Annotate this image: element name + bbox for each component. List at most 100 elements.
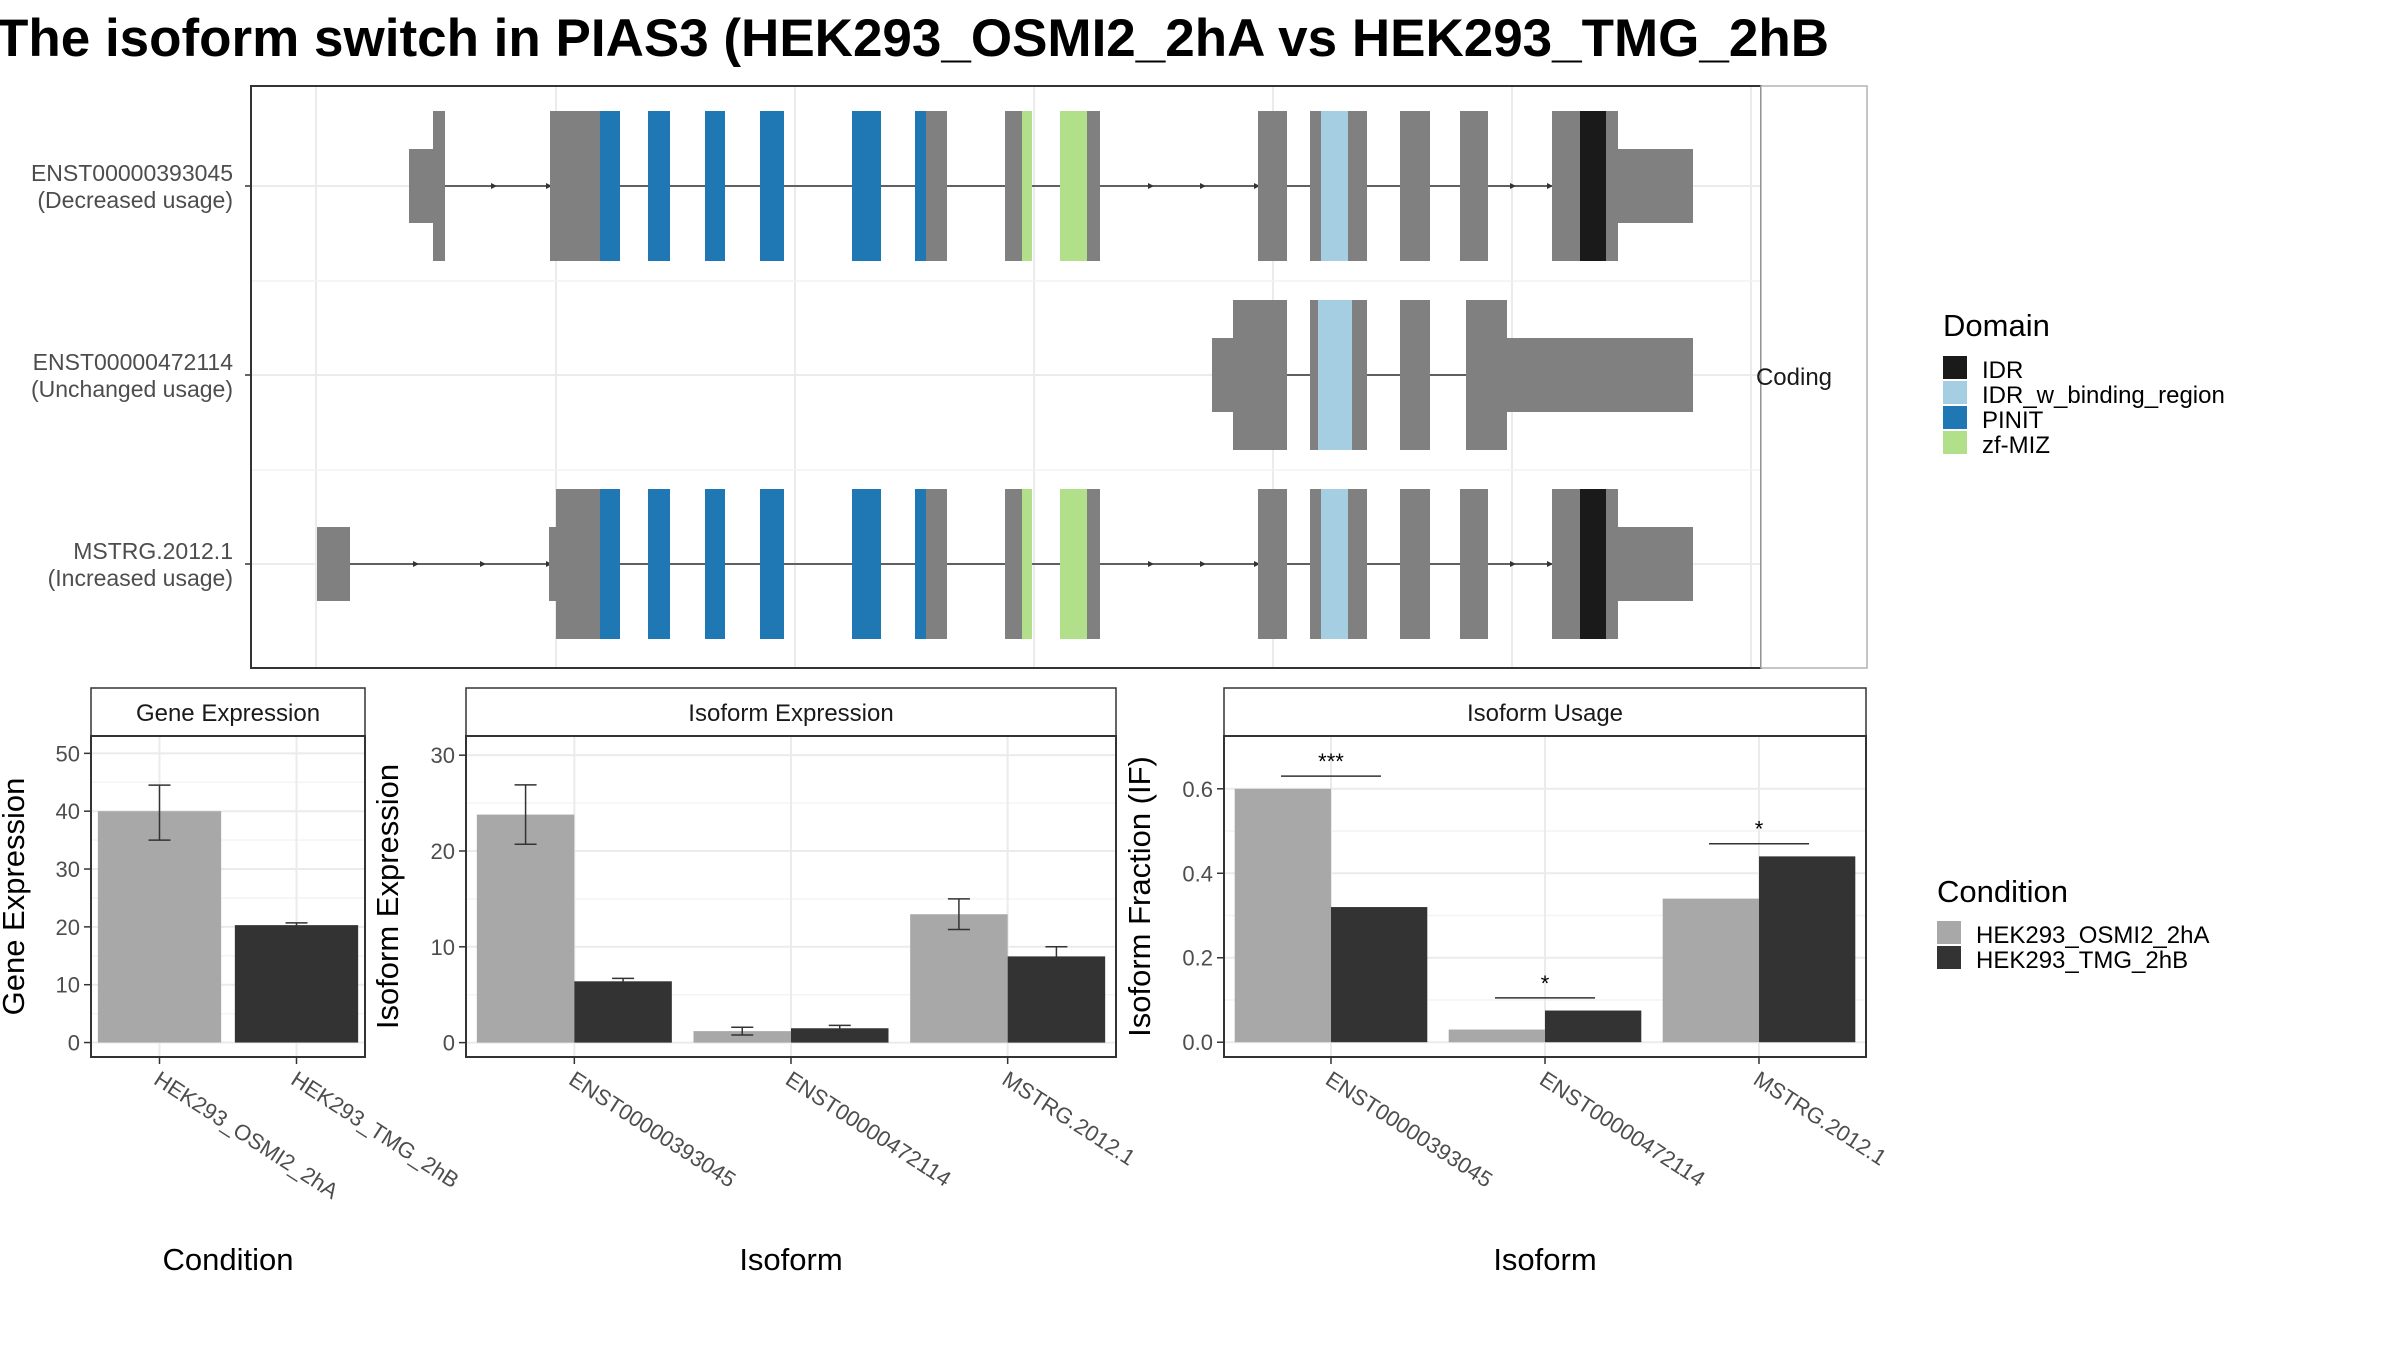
legend-swatch-idr-binding: [1943, 381, 1967, 404]
intron-direction-arrow: [1547, 183, 1553, 189]
transcript-row-label-3-usage: (Increased usage): [48, 565, 233, 591]
gene-expression-y-tick-label: 50: [56, 741, 80, 766]
idr-domain: [1580, 111, 1606, 261]
utr-exon: [1212, 338, 1233, 412]
idr-binding-region-domain: [1318, 300, 1352, 450]
intron-direction-arrow: [1254, 183, 1260, 189]
isoform-usage-significance-label: *: [1755, 817, 1764, 842]
intron-direction-arrow: [1148, 561, 1154, 567]
gene-expression-y-tick-label: 20: [56, 915, 80, 940]
pinit-domain: [705, 111, 725, 261]
isoform-expression-strip: [465, 687, 1117, 737]
intron-direction-arrow: [1510, 561, 1516, 567]
exon: [1233, 300, 1287, 450]
exon: [1400, 300, 1430, 450]
intron-direction-arrow: [1510, 183, 1516, 189]
isoform-expression-y-tick-label: 20: [431, 839, 455, 864]
transcript-row-label-2-id: ENST00000472114: [33, 349, 234, 375]
isoform-usage-significance-label: *: [1541, 971, 1550, 996]
gene-expression-y-tick-label: 40: [56, 799, 80, 824]
isoform-usage-bar-0-0: [1234, 788, 1331, 1043]
intron-direction-arrow: [1547, 561, 1553, 567]
isoform-usage-y-tick-label: 0.0: [1182, 1030, 1213, 1055]
coding-strip-label: Coding: [1756, 364, 1832, 391]
transcript-structure-panel: [245, 85, 1868, 669]
isoform-expression-bar-1-0: [574, 981, 672, 1043]
isoform-expression-x-axis-title: Isoform: [739, 1242, 842, 1277]
exon: [433, 111, 445, 261]
pinit-domain: [600, 111, 620, 261]
isoform-usage-x-tick-label: ENST00000472114: [1535, 1066, 1709, 1191]
legend-label-zf-miz: zf-MIZ: [1982, 432, 2050, 459]
isoform-expression-panel: Isoform Expression 0 10 20 30 ENST00000393045…: [370, 687, 1140, 1277]
utr-exon: [1618, 149, 1693, 223]
isoform-expression-bar-1-1: [791, 1028, 889, 1043]
isoform-usage-strip: [1223, 687, 1867, 737]
isoform-expression-x-tick-label: ENST00000472114: [781, 1066, 955, 1191]
isoform-usage-y-tick-label: 0.6: [1182, 777, 1213, 802]
pinit-domain: [915, 111, 926, 261]
legend-label-osmi2: HEK293_OSMI2_2hA: [1976, 922, 2209, 949]
pinit-domain: [915, 489, 926, 639]
utr-exon: [409, 149, 433, 223]
exon: [1005, 111, 1022, 261]
gene-expression-y-tick-label: 30: [56, 857, 80, 882]
zf-miz-domain: [1022, 489, 1032, 639]
isoform-usage-bar-1-0: [1331, 907, 1428, 1043]
gene-expression-x-axis-title: Condition: [163, 1242, 294, 1277]
pinit-domain: [600, 489, 620, 639]
isoform-expression-y-tick-label: 0: [443, 1031, 455, 1056]
exon: [1258, 111, 1287, 261]
pinit-domain: [705, 489, 725, 639]
intron-direction-arrow: [1254, 561, 1260, 567]
idr-binding-region-domain: [1321, 489, 1348, 639]
utr-exon: [317, 527, 350, 601]
idr-binding-region-domain: [1321, 111, 1348, 261]
isoform-usage-x-tick-label: ENST00000393045: [1321, 1066, 1497, 1192]
gene-expression-strip-title: Gene Expression: [136, 700, 320, 727]
isoform-usage-x-tick-label: MSTRG.2012.1: [1749, 1066, 1891, 1170]
domain-legend: Domain IDR IDR_w_binding_region PINIT zf…: [1943, 308, 2225, 459]
exon: [1258, 489, 1287, 639]
gene-expression-y-tick-label: 0: [68, 1031, 80, 1056]
isoform-expression-bar-0-2: [910, 914, 1008, 1043]
isoform-usage-bar-0-2: [1662, 898, 1759, 1043]
isoform-expression-bar-0-0: [476, 814, 575, 1043]
pinit-domain: [648, 489, 670, 639]
legend-swatch-tmg: [1937, 946, 1961, 969]
exon: [1005, 489, 1022, 639]
gene-expression-bar-0-0: [97, 811, 222, 1043]
isoform-usage-bar-0-1: [1448, 1029, 1545, 1043]
intron-direction-arrow: [413, 561, 419, 567]
isoform-expression-x-tick-label: MSTRG.2012.1: [998, 1066, 1140, 1170]
transcript-row-label-1-id: ENST00000393045: [31, 160, 233, 186]
transcript-row-label-2-usage: (Unchanged usage): [31, 376, 233, 402]
isoform-expression-y-tick-label: 30: [431, 743, 455, 768]
utr-exon: [549, 527, 556, 601]
exon: [1466, 300, 1507, 450]
zf-miz-domain: [1060, 111, 1087, 261]
pinit-domain: [852, 111, 881, 261]
gene-expression-border: [90, 735, 366, 1058]
legend-swatch-osmi2: [1937, 921, 1961, 944]
intron-direction-arrow: [1200, 183, 1206, 189]
intron-direction-arrow: [1200, 561, 1206, 567]
zf-miz-domain: [1060, 489, 1087, 639]
isoform-usage-panel: Isoform Usage*****0.00.20.40.6ENST000003…: [1122, 687, 1891, 1277]
legend-label-idr: IDR: [1982, 357, 2023, 384]
isoform-usage-bar-1-1: [1545, 1010, 1642, 1043]
intron-direction-arrow: [480, 561, 486, 567]
pinit-domain: [760, 489, 784, 639]
pinit-domain: [760, 111, 784, 261]
zf-miz-domain: [1022, 111, 1032, 261]
idr-domain: [1580, 489, 1606, 639]
gene-expression-bar-1-1: [234, 925, 359, 1043]
legend-label-tmg: HEK293_TMG_2hB: [1976, 947, 2188, 974]
isoform-usage-significance-label: ***: [1318, 749, 1344, 774]
coding-strip-box: [1760, 85, 1868, 669]
isoform-expression-bar-1-2: [1007, 956, 1106, 1043]
intron-direction-arrow: [546, 183, 552, 189]
condition-legend: Condition HEK293_OSMI2_2hA HEK293_TMG_2h…: [1937, 874, 2209, 974]
isoform-expression-strip-title: Isoform Expression: [688, 700, 893, 727]
